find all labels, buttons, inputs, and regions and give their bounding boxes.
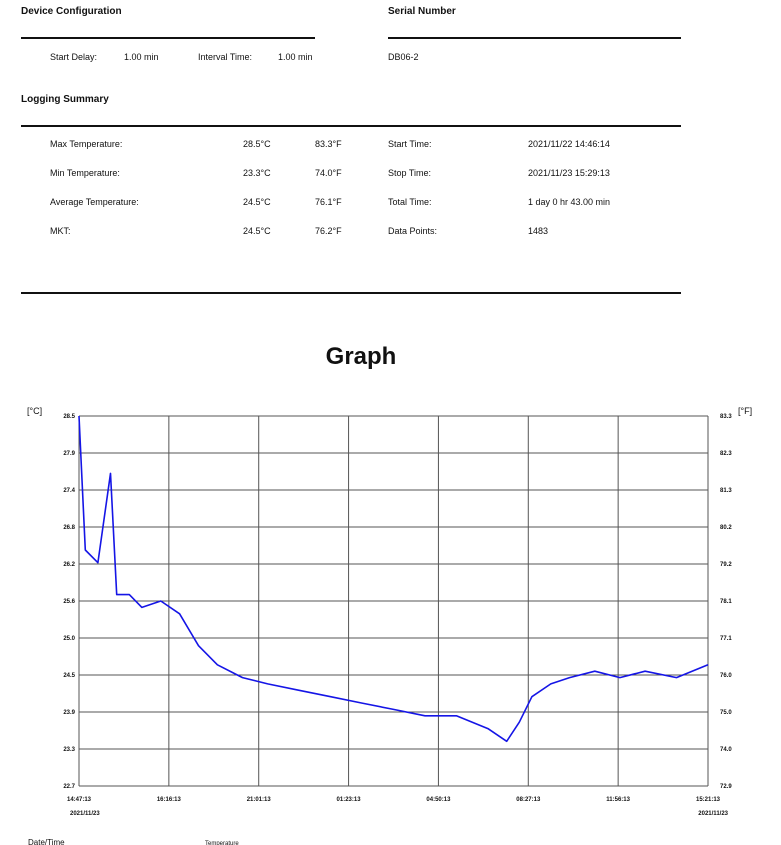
interval-time-value: 1.00 min [278,52,313,62]
x-axis-label: Date/Time [28,838,65,845]
x-tick-label: 14:47:13 [67,797,92,803]
y-tick-right: 77.1 [720,636,732,642]
data-points-value: 1483 [528,226,549,236]
stop-time-value: 2021/11/23 15:29:13 [528,168,610,178]
serial-number-heading: Serial Number [388,6,456,17]
y-tick-right: 79.2 [720,562,732,568]
y-tick-left: 27.4 [63,488,75,494]
graph-title: Graph [325,343,397,370]
y-tick-left: 25.0 [63,636,75,642]
serial-number-rule [388,37,681,39]
y-tick-right: 83.3 [720,414,732,420]
y-tick-right: 74.0 [720,747,732,753]
y-unit-right: [°F] [738,406,752,416]
x-tick-label: 08:27:13 [516,797,541,803]
serial-number-value: DB06-2 [388,52,419,62]
y-tick-right: 72.9 [720,784,732,790]
avg-temp-label: Average Temperature: [50,197,139,207]
max-temp-f: 83.3°F [315,139,342,149]
y-tick-left: 26.8 [63,525,75,531]
y-tick-left: 22.7 [63,784,75,790]
device-config-rule [21,37,315,39]
x-tick-label: 21:01:13 [247,797,272,803]
stop-time-label: Stop Time: [388,168,432,178]
data-points-label: Data Points: [388,226,438,236]
max-temp-label: Max Temperature: [50,139,123,149]
avg-temp-c: 24.5°C [243,197,271,207]
y-tick-right: 80.2 [720,525,732,531]
y-tick-left: 23.3 [63,747,75,753]
y-tick-right: 76.0 [720,673,732,679]
x-tick-label: 16:16:13 [157,797,182,803]
start-time-value: 2021/11/22 14:46:14 [528,139,610,149]
device-config-heading: Device Configuration [21,6,122,17]
y-tick-left: 25.6 [63,599,75,605]
x-tick-label: 04:50:13 [426,797,451,803]
start-delay-value: 1.00 min [124,52,159,62]
mkt-label: MKT: [50,226,71,236]
min-temp-c: 23.3°C [243,168,271,178]
x-date-last: 2021/11/23 [698,811,728,817]
total-time-label: Total Time: [388,197,432,207]
logging-summary-rule [21,125,681,127]
y-tick-left: 24.5 [63,673,75,679]
summary-bottom-rule [21,292,681,294]
x-tick-label: 15:21:13 [696,797,721,803]
min-temp-label: Min Temperature: [50,168,120,178]
x-tick-label: 11:56:13 [606,797,630,803]
y-tick-right: 75.0 [720,710,732,716]
start-time-label: Start Time: [388,139,432,149]
avg-temp-f: 76.1°F [315,197,342,207]
logging-summary-heading: Logging Summary [21,94,109,105]
y-unit-left: [°C] [27,406,42,416]
x-date-first: 2021/11/23 [70,811,100,817]
min-temp-f: 74.0°F [315,168,342,178]
y-tick-right: 81.3 [720,488,732,494]
y-tick-right: 78.1 [720,599,732,605]
temperature-series-line [78,415,709,743]
x-tick-label: 01:23:13 [337,797,362,803]
legend-series-name: Temperature [205,841,239,845]
y-tick-left: 23.9 [63,710,75,716]
mkt-c: 24.5°C [243,226,271,236]
y-tick-left: 27.9 [63,451,75,457]
y-tick-left: 26.2 [63,562,75,568]
y-tick-right: 82.3 [720,451,732,457]
y-tick-left: 28.5 [63,414,75,420]
total-time-value: 1 day 0 hr 43.00 min [528,197,611,207]
mkt-f: 76.2°F [315,226,342,236]
interval-time-label: Interval Time: [198,52,253,62]
max-temp-c: 28.5°C [243,139,271,149]
start-delay-label: Start Delay: [50,52,98,62]
